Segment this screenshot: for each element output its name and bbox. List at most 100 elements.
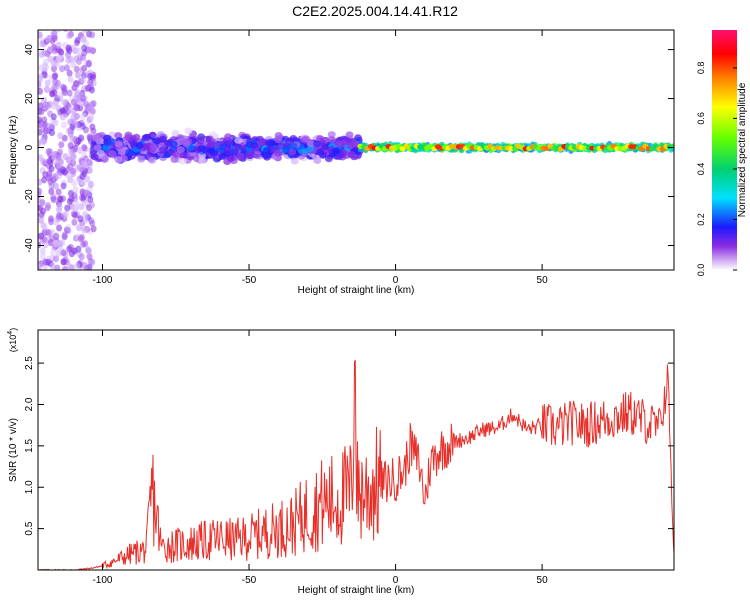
heatmap-cell [289,142,298,150]
heatmap-cell [124,134,133,142]
heatmap-cell [77,178,84,186]
heatmap-cell [81,44,88,52]
heatmap-cell [149,143,158,151]
heatmap-cell [77,215,84,223]
heatmap-cell [175,138,184,146]
heatmap-cell [55,249,62,257]
spectrogram-panel: -100 -50 0 50 -40 -20 0 20 40 Height of straigh… [8,23,675,296]
heatmap-cell [49,23,55,30]
heatmap-cell [51,65,57,73]
spectrogram-x-label: Height of straight line (km) [298,285,415,296]
heatmap-cell [249,141,258,149]
heatmap-cell [135,142,144,150]
colorbar-tick-label: 0.6 [696,112,706,125]
heatmap-cell [87,257,94,265]
heatmap-cell [178,157,187,165]
heatmap-cell [306,140,315,148]
heatmap-cell [65,227,72,235]
heatmap-cell [114,156,123,164]
heatmap-cell [82,240,89,248]
heatmap-cell [77,235,84,243]
x-tick-label: 50 [537,575,549,586]
heatmap-cell [76,224,82,232]
heatmap-cell [108,150,117,157]
heatmap-cell [67,75,74,83]
heatmap-cell [90,225,97,233]
heatmap-cell [42,241,49,249]
heatmap-cell [61,134,68,142]
heatmap-cell [132,133,141,141]
heatmap-cell [224,133,232,141]
heatmap-cell [75,71,81,79]
heatmap-cell [327,131,336,139]
heatmap-cell [302,135,311,143]
heatmap-cell [333,140,342,148]
heatmap-cell [49,262,56,270]
heatmap-cell [79,92,86,99]
heatmap-cell [245,152,254,160]
heatmap-cell [74,36,81,44]
heatmap-cell [125,148,133,156]
heatmap-cell [82,216,89,224]
heatmap-cell [68,150,75,158]
heatmap-cell [79,173,86,180]
heatmap-cell [71,179,78,187]
heatmap-cell [62,153,69,161]
heatmap-cell [47,178,54,186]
heatmap-cell [81,226,88,234]
heatmap-cell [106,138,115,146]
heatmap-cell [223,158,232,165]
heatmap-cell [87,46,94,54]
y-tick-label: 1.0 [24,480,35,494]
snr-x-ticks: -100 -50 0 50 [92,330,548,586]
heatmap-cell [42,171,49,179]
heatmap-cell [63,30,70,33]
heatmap-cell [59,113,66,121]
heatmap-cell [39,137,46,145]
heatmap-cell [40,158,47,165]
heatmap-cell [89,219,96,227]
heatmap-cell [38,73,44,81]
heatmap-cell [38,232,45,240]
heatmap-cell [38,262,42,270]
heatmap-cell [117,148,126,156]
heatmap-cell [40,207,47,215]
heatmap-cell [316,148,325,156]
heatmap-cell [288,148,297,156]
heatmap-cell [347,151,356,158]
heatmap-cell [93,144,102,152]
heatmap-cell [39,247,46,255]
heatmap-cell [137,155,146,163]
heatmap-cell [38,102,44,110]
heatmap-cell [48,218,55,226]
heatmap-cell [88,113,95,120]
heatmap-cell [69,135,76,143]
y-tick-label: 20 [24,93,35,105]
heatmap-cell [77,146,83,154]
heatmap-cell [80,76,87,84]
snr-x-label: Height of straight line (km) [298,585,415,596]
spectrogram-frame [37,29,675,271]
heatmap-cell [41,222,48,230]
heatmap-cell [290,157,299,165]
heatmap-cell [38,80,42,88]
heatmap-cell [64,166,71,173]
heatmap-cell [83,189,90,197]
heatmap-cell [73,200,80,207]
heatmap-cell [179,152,188,160]
y-tick-label: 2.5 [24,356,35,370]
heatmap-cell [61,89,68,97]
heatmap-cell [38,107,43,115]
heatmap-cell [68,195,75,203]
y-tick-label: 2.0 [24,397,35,411]
colorbar: 0.0 0.2 0.4 0.6 0.8 Normalized spectral ampl… [696,30,748,276]
heatmap-cell [114,140,123,148]
heatmap-cell [57,92,64,99]
heatmap-cell [55,161,62,168]
heatmap-cell [56,203,63,211]
heatmap-cell [43,86,50,93]
heatmap-cell [72,205,79,213]
heatmap-cell [45,229,52,237]
heatmap-cell [51,73,58,81]
heatmap-cell [54,264,61,270]
